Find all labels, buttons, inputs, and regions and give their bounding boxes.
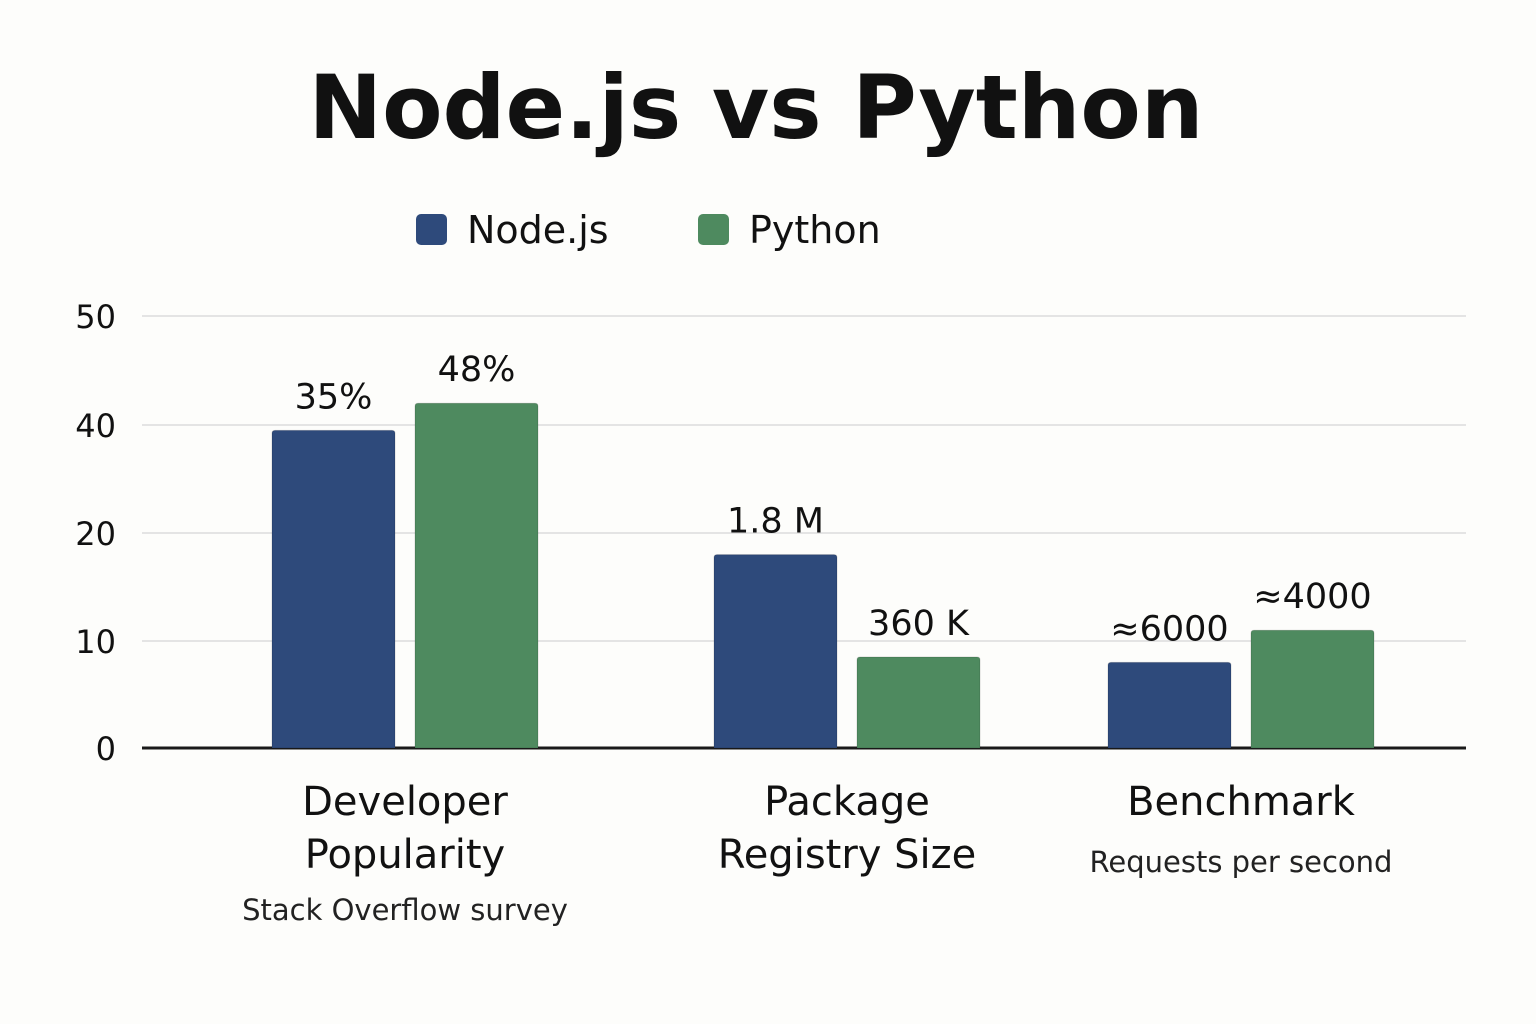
bar-node-js-1 — [271, 429, 396, 749]
legend-swatch-node-js — [416, 214, 447, 245]
legend-swatch-python — [698, 214, 729, 245]
data-label: 360 K — [868, 604, 970, 644]
bars — [271, 402, 1375, 749]
y-tick-label: 40 — [75, 407, 116, 445]
data-label: 48% — [438, 350, 516, 390]
bar-python-2 — [856, 656, 981, 749]
category-label: Package — [764, 779, 930, 825]
category-label: Popularity — [305, 832, 505, 878]
data-labels: 35% 48% 1.8 M 360 K ≈6000 ≈4000 — [295, 350, 1372, 649]
legend-label: Python — [749, 208, 881, 252]
category-label: Developer — [302, 779, 508, 825]
bar-python-3 — [1250, 629, 1375, 749]
legend: Node.js Python — [416, 208, 881, 252]
category-subtitle: Requests per second — [1090, 845, 1393, 879]
y-tick-label: 20 — [75, 515, 116, 553]
legend-label: Node.js — [467, 208, 609, 252]
chart-title: Node.js vs Python — [308, 56, 1203, 159]
category-label: Benchmark — [1127, 779, 1356, 825]
y-tick-label: 50 — [75, 298, 116, 336]
bar-python-1 — [414, 402, 539, 749]
y-axis: 0 10 20 40 50 — [75, 298, 116, 768]
y-tick-label: 0 — [96, 730, 116, 768]
data-label: 1.8 M — [727, 502, 824, 542]
data-label: ≈4000 — [1253, 577, 1371, 617]
data-label: ≈6000 — [1110, 609, 1228, 649]
category-subtitle: Stack Overflow survey — [242, 893, 568, 927]
data-label: 35% — [295, 377, 373, 417]
bar-node-js-3 — [1107, 661, 1232, 749]
y-tick-label: 10 — [75, 623, 116, 661]
x-axis: Developer Popularity Stack Overflow survey… — [242, 779, 1392, 927]
category-label: Registry Size — [718, 832, 977, 878]
bar-node-js-2 — [713, 554, 838, 749]
